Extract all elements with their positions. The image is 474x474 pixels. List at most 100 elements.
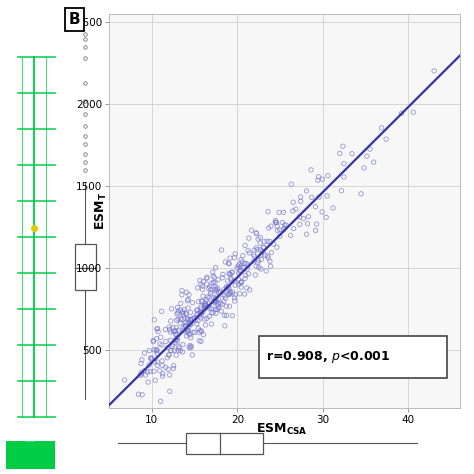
Point: [184, 296, 192, 303]
Point: [173, 351, 180, 359]
Point: [257, 255, 265, 263]
Point: [170, 328, 177, 335]
Point: [208, 279, 216, 287]
Point: [221, 322, 228, 329]
Point: [276, 226, 283, 234]
Point: [153, 335, 160, 343]
Point: [197, 281, 205, 288]
Point: [221, 258, 229, 266]
Point: [195, 325, 202, 332]
Point: [230, 277, 238, 285]
Point: [264, 237, 271, 245]
Point: [289, 207, 297, 215]
Point: [211, 299, 219, 307]
Point: [250, 257, 258, 264]
Point: [307, 166, 315, 173]
Point: [214, 301, 221, 309]
Point: [267, 263, 274, 270]
Point: [238, 258, 246, 265]
Point: [272, 219, 280, 227]
Point: [182, 332, 190, 340]
Point: [182, 318, 190, 326]
Point: [210, 272, 217, 280]
Point: [233, 264, 241, 272]
Point: [210, 309, 217, 317]
Point: [297, 198, 304, 205]
Point: [225, 270, 233, 277]
Point: [158, 362, 166, 369]
Point: [154, 358, 161, 366]
Point: [159, 370, 167, 377]
Point: [210, 298, 218, 305]
Point: [228, 268, 236, 276]
Point: [241, 242, 249, 249]
Point: [224, 277, 231, 285]
Point: [175, 344, 183, 352]
Point: [237, 262, 245, 270]
Point: [185, 330, 192, 337]
Point: [222, 294, 229, 302]
Point: [206, 313, 213, 320]
Point: [245, 270, 252, 278]
Point: [273, 227, 281, 234]
Point: [171, 327, 179, 335]
Point: [281, 221, 289, 228]
Point: [231, 294, 238, 301]
Point: [253, 230, 260, 237]
Point: [193, 310, 201, 318]
Point: [148, 355, 155, 362]
Point: [173, 317, 181, 324]
Point: [181, 323, 189, 330]
Point: [202, 301, 210, 309]
Point: [270, 240, 277, 248]
Point: [201, 302, 209, 310]
Text: mm/: mm/: [26, 439, 36, 443]
Point: [245, 235, 253, 242]
Point: [166, 326, 173, 334]
Point: [186, 319, 193, 327]
Point: [222, 302, 230, 310]
Point: [150, 367, 157, 375]
Point: [182, 310, 190, 318]
Point: [275, 209, 283, 216]
Point: [219, 291, 227, 299]
Point: [199, 292, 207, 300]
Point: [179, 324, 187, 332]
Point: [254, 246, 261, 254]
Point: [370, 158, 377, 166]
Point: [225, 291, 232, 298]
Point: [256, 239, 264, 247]
Point: [175, 343, 182, 351]
Point: [315, 193, 323, 201]
Point: [196, 308, 204, 316]
Point: [237, 256, 245, 264]
Point: [203, 274, 210, 282]
Point: [194, 310, 202, 317]
Point: [267, 222, 275, 230]
Point: [252, 229, 260, 237]
Point: [273, 244, 281, 251]
Point: [281, 224, 288, 232]
Point: [210, 273, 218, 281]
Point: [178, 291, 186, 299]
Point: [398, 109, 405, 117]
Point: [266, 238, 273, 246]
Point: [174, 337, 182, 345]
Point: [234, 262, 242, 270]
Point: [312, 227, 319, 234]
Point: [183, 315, 191, 323]
Point: [257, 265, 264, 273]
Point: [303, 187, 310, 195]
Point: [323, 192, 331, 200]
Point: [182, 310, 190, 318]
Point: [228, 312, 236, 319]
Point: [239, 252, 246, 259]
Point: [225, 259, 232, 267]
Point: [253, 244, 260, 252]
Point: [208, 309, 216, 317]
Point: [168, 343, 176, 350]
Point: [170, 362, 177, 370]
Point: [187, 320, 195, 328]
Point: [178, 287, 186, 294]
Point: [194, 284, 201, 292]
